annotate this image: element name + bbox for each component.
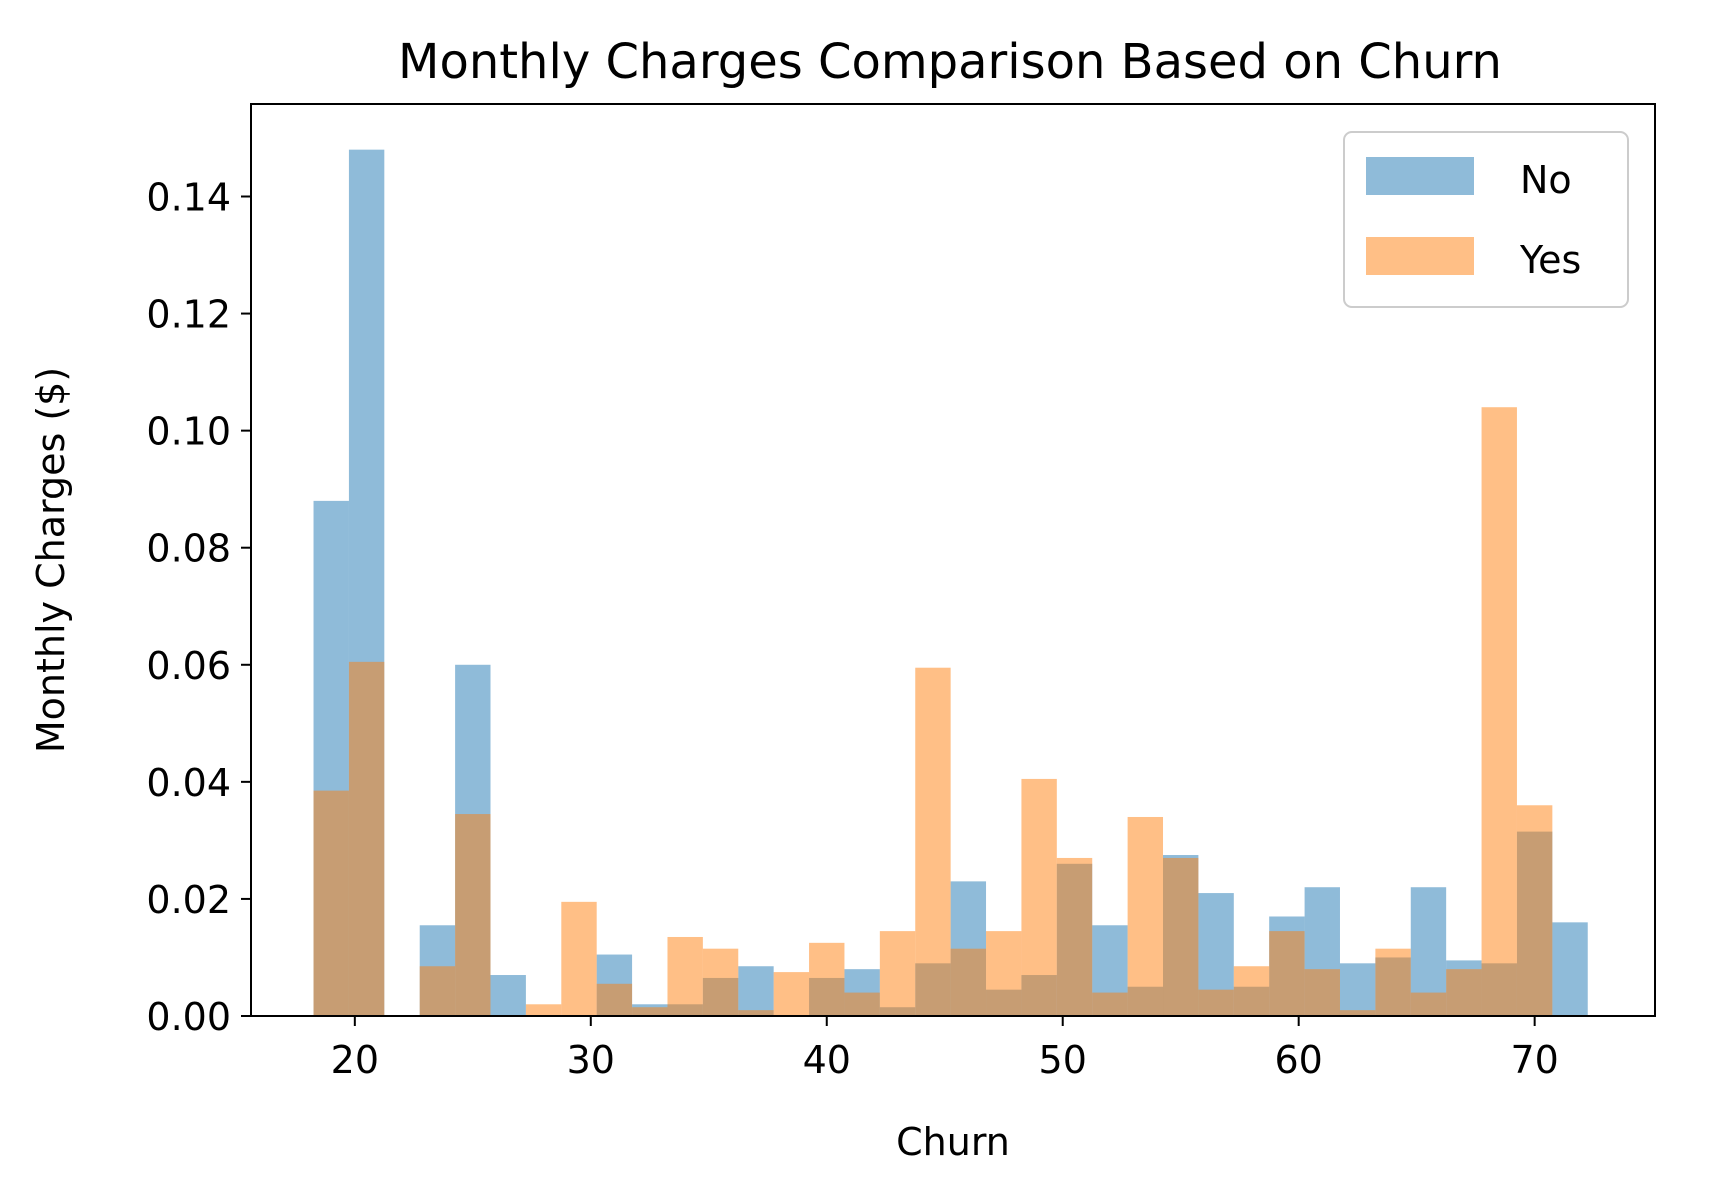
y-tick-label: 0.08 (146, 527, 231, 571)
bar-yes-25 (1198, 989, 1234, 1016)
legend-label-yes: Yes (1519, 238, 1581, 282)
legend: No Yes (1343, 131, 1629, 308)
x-tick-label: 60 (1275, 1038, 1323, 1082)
bar-yes-6 (525, 1004, 562, 1016)
x-tick-label: 20 (331, 1038, 379, 1082)
bar-yes-11 (702, 948, 739, 1016)
bar-no-35 (1552, 922, 1588, 1016)
bar-yes-33 (1481, 407, 1517, 1017)
x-tick-label: 30 (567, 1038, 615, 1082)
bar-yes-1 (348, 661, 385, 1016)
bar-yes-31 (1410, 992, 1447, 1016)
bar-yes-7 (561, 901, 597, 1016)
bar-yes-17 (915, 667, 951, 1016)
legend-swatch-yes (1366, 237, 1474, 275)
bar-yes-3 (419, 966, 456, 1016)
plot-bars (313, 149, 1588, 1017)
bar-yes-8 (596, 983, 633, 1016)
bar-yes-30 (1375, 948, 1411, 1016)
y-axis-label: Monthly Charges ($) (29, 367, 73, 753)
bar-yes-16 (879, 931, 916, 1016)
bar-no-12 (738, 966, 774, 1016)
y-tick-label: 0.04 (146, 761, 231, 805)
legend-swatch-no (1366, 157, 1474, 195)
bar-yes-18 (950, 948, 987, 1016)
bar-yes-13 (773, 972, 810, 1016)
plot-frame (250, 103, 1656, 1017)
bar-yes-34 (1516, 805, 1553, 1016)
bar-yes-4 (455, 814, 491, 1016)
x-axis-label: Churn (896, 1120, 1010, 1164)
y-tick-label: 0.02 (146, 878, 231, 922)
x-tick-label: 70 (1510, 1038, 1558, 1082)
chart-title: Monthly Charges Comparison Based on Chur… (398, 34, 1502, 90)
legend-label-no: No (1520, 158, 1572, 202)
bar-yes-23 (1127, 816, 1164, 1016)
bar-no-29 (1339, 963, 1376, 1016)
bar-yes-9 (632, 1007, 668, 1016)
y-tick-label: 0.00 (146, 995, 231, 1039)
bar-yes-28 (1304, 969, 1340, 1016)
bar-no-5 (490, 975, 526, 1016)
y-axis-ticks: 0.00 0.02 0.04 0.06 0.08 0.10 0.12 0.14 (146, 175, 251, 1039)
y-tick-label: 0.12 (146, 293, 231, 337)
bar-yes-10 (667, 936, 703, 1016)
bar-yes-20 (1021, 778, 1057, 1016)
bar-yes-14 (809, 942, 845, 1016)
x-tick-label: 50 (1039, 1038, 1087, 1082)
x-axis-ticks: 20 30 40 50 60 70 (331, 1016, 1559, 1082)
x-tick-label: 40 (803, 1038, 851, 1082)
bar-yes-22 (1092, 992, 1128, 1016)
bar-yes-21 (1056, 857, 1093, 1016)
y-tick-label: 0.14 (146, 175, 231, 219)
bar-yes-0 (313, 790, 349, 1016)
bar-yes-29 (1339, 1010, 1376, 1016)
bar-yes-24 (1163, 857, 1199, 1016)
bar-yes-32 (1446, 969, 1482, 1016)
y-tick-label: 0.06 (146, 644, 231, 688)
bar-yes-27 (1269, 931, 1305, 1016)
bar-yes-12 (738, 1010, 774, 1016)
bar-yes-15 (844, 992, 880, 1016)
bar-yes-19 (986, 931, 1022, 1016)
y-tick-label: 0.10 (146, 410, 231, 454)
bar-yes-26 (1233, 966, 1270, 1016)
